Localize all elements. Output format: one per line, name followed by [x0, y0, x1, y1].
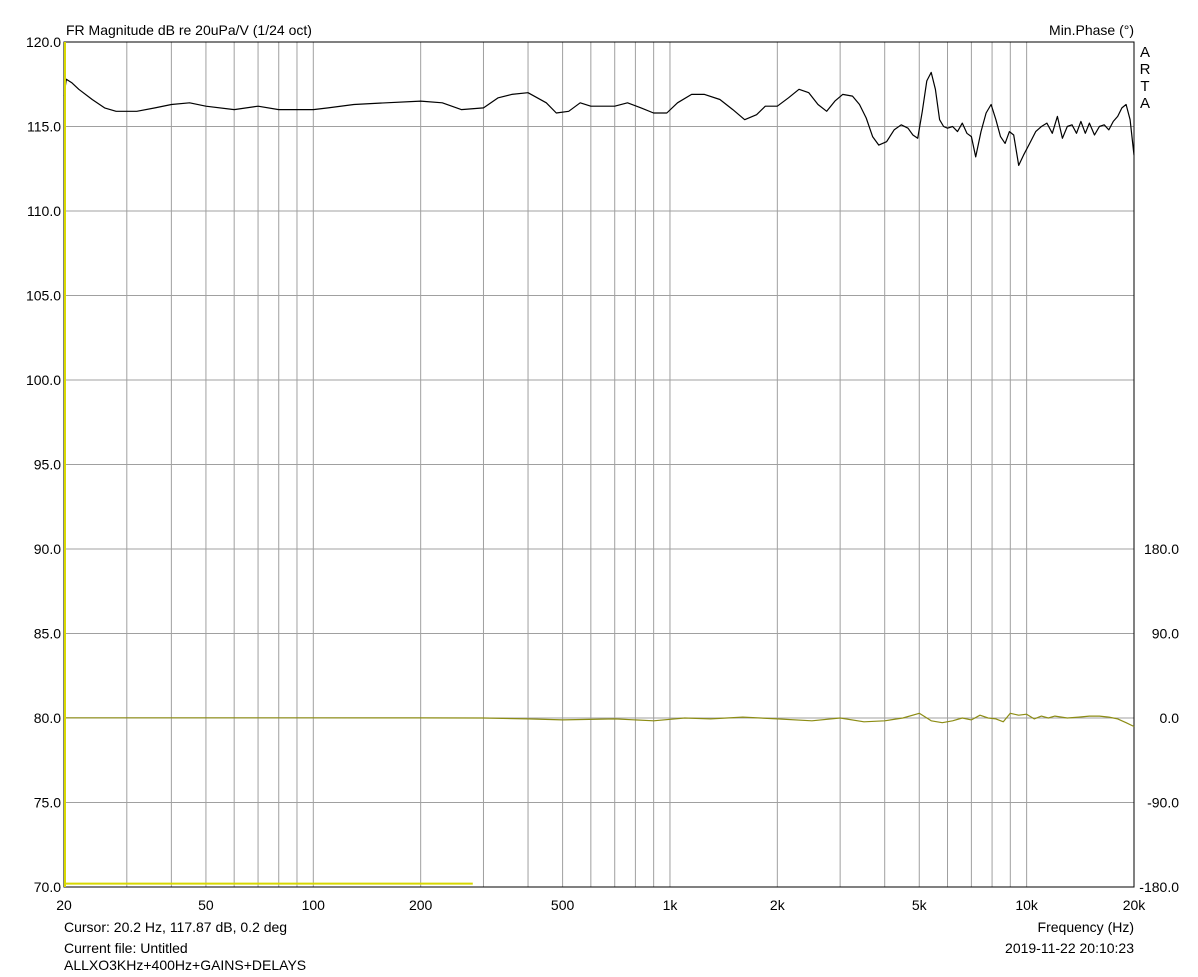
cursor-readout: Cursor: 20.2 Hz, 117.87 dB, 0.2 deg — [64, 919, 288, 935]
y2-tick-label: 90.0 — [1152, 626, 1179, 642]
y-tick-label: 110.0 — [27, 203, 61, 219]
arta-letter: A — [1139, 44, 1150, 61]
arta-letter: T — [1140, 78, 1150, 95]
x-tick-label: 100 — [302, 897, 326, 913]
x-tick-label: 50 — [198, 897, 214, 913]
arta-letter: A — [1139, 95, 1150, 112]
y2-tick-label: 180.0 — [1144, 541, 1179, 557]
y2-tick-label: 0.0 — [1160, 710, 1180, 726]
file-note: ALLXO3KHz+400Hz+GAINS+DELAYS — [64, 957, 307, 973]
magnitude-curve — [63, 71, 1135, 166]
phase-curve — [64, 712, 1135, 728]
y2-tick-labels: 180.0 90.0 0.0 -90.0 -180.0 — [1139, 541, 1179, 895]
chart-title-left: FR Magnitude dB re 20uPa/V (1/24 oct) — [66, 22, 312, 38]
x-tick-label: 5k — [912, 897, 928, 913]
y-tick-label: 115.0 — [27, 119, 61, 135]
current-file-label: Current file: Untitled — [64, 940, 188, 956]
timestamp: 2019-11-22 20:10:23 — [1005, 940, 1134, 956]
y-tick-labels: 70.0 75.0 80.0 85.0 90.0 95.0 100.0 105.0 110.0 1… — [26, 34, 61, 895]
chart-title-right: Min.Phase (°) — [1049, 22, 1134, 38]
y-tick-label: 75.0 — [34, 795, 61, 811]
x-tick-label: 20 — [56, 897, 72, 913]
x-tick-labels: 20 50 100 200 500 1k 2k 5k 10k 20k — [56, 897, 1146, 913]
y-tick-label: 105.0 — [26, 288, 61, 304]
x-tick-label: 1k — [663, 897, 679, 913]
y2-tick-label: -180.0 — [1139, 879, 1179, 895]
y-tick-label: 90.0 — [34, 541, 61, 557]
x-axis-label: Frequency (Hz) — [1037, 919, 1134, 935]
y-gridlines — [64, 126, 1134, 803]
y-tick-label: 100.0 — [26, 372, 61, 388]
x-tick-label: 10k — [1015, 897, 1039, 913]
x-tick-label: 20k — [1123, 897, 1147, 913]
y-tick-label: 95.0 — [34, 457, 61, 473]
y-tick-label: 85.0 — [34, 626, 61, 642]
y-tick-label: 80.0 — [34, 710, 61, 726]
arta-letter: R — [1139, 61, 1151, 78]
y2-tick-label: -90.0 — [1147, 795, 1179, 811]
x-tick-label: 2k — [770, 897, 786, 913]
y-tick-label: 120.0 — [26, 34, 61, 50]
x-tick-label: 200 — [409, 897, 433, 913]
y-tick-label: 70.0 — [34, 879, 61, 895]
x-tick-label: 500 — [551, 897, 575, 913]
series-layer — [63, 42, 1135, 887]
